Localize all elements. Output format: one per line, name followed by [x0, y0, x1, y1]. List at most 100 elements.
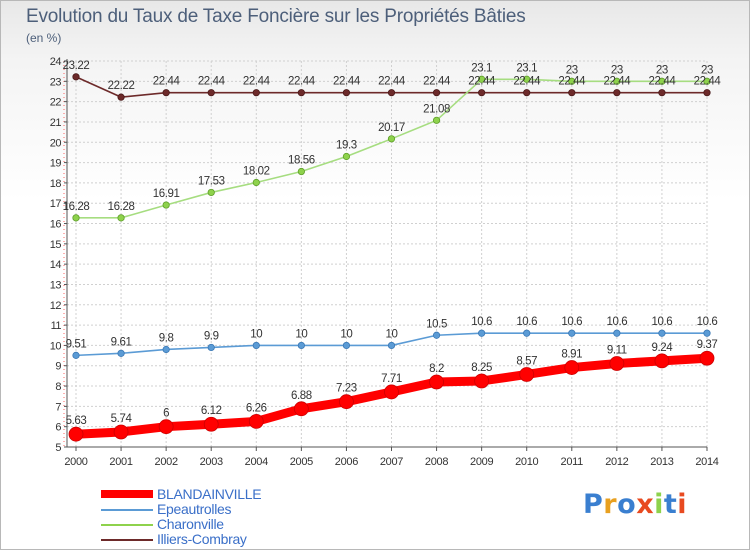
- y-tick-label: 14: [50, 259, 62, 271]
- data-point-illiers-combray: [117, 93, 125, 101]
- data-point-illiers-combray: [432, 89, 441, 97]
- data-point-illiers-combray: [613, 89, 621, 97]
- data-point-epeautrolles: [297, 341, 305, 350]
- data-point-charonville: [568, 77, 576, 85]
- data-point-blandainville: [158, 419, 174, 435]
- data-point-blandainville: [474, 373, 490, 389]
- y-tick-label: 18: [50, 178, 62, 190]
- y-tick-label: 24: [50, 56, 62, 68]
- data-label-blandainville: 8.25: [471, 362, 492, 374]
- data-point-blandainville: [113, 424, 129, 440]
- y-axis-unit: (en %): [26, 31, 62, 45]
- data-point-charonville: [703, 77, 711, 85]
- data-label-illiers-combray: 22.44: [558, 76, 586, 88]
- y-tick-label: 23: [50, 76, 62, 88]
- data-point-epeautrolles: [252, 341, 260, 350]
- x-tick-label: 2003: [200, 456, 223, 468]
- legend-label: Illiers-Combray: [157, 531, 247, 547]
- data-point-charonville: [162, 201, 170, 209]
- x-tick-label: 2011: [561, 456, 584, 468]
- data-label-charonville: 23.1: [516, 62, 537, 74]
- y-tick-label: 8: [55, 381, 61, 393]
- y-tick-label: 11: [51, 320, 62, 332]
- y-tick-label: 7: [55, 401, 61, 413]
- data-label-illiers-combray: 22.44: [649, 76, 677, 88]
- data-label-charonville: 23: [611, 64, 623, 76]
- y-tick-label: 10: [50, 340, 62, 352]
- data-point-epeautrolles: [117, 349, 125, 357]
- legend-item-charonville: Charonville: [101, 516, 301, 532]
- y-tick-label: 21: [50, 117, 62, 129]
- data-point-charonville: [252, 178, 260, 187]
- x-tick-label: 2014: [695, 456, 718, 468]
- data-label-epeautrolles: 9.61: [111, 336, 132, 348]
- data-label-epeautrolles: 10.6: [652, 316, 673, 328]
- data-label-charonville: 23.1: [471, 62, 492, 74]
- x-tick-label: 2001: [109, 456, 132, 468]
- data-point-blandainville: [654, 353, 670, 369]
- y-tick-label: 15: [50, 239, 62, 251]
- data-point-charonville: [342, 152, 351, 161]
- legend-swatch-blandainville: [101, 490, 153, 498]
- data-label-charonville: 21.08: [423, 103, 450, 115]
- legend: BLANDAINVILLE Epeautrolles Charonville I…: [101, 486, 301, 547]
- data-point-charonville: [387, 135, 396, 143]
- data-point-epeautrolles: [387, 341, 396, 350]
- logo-letter: i: [654, 489, 664, 520]
- logo-letter: o: [617, 489, 637, 520]
- x-tick-label: 2002: [155, 456, 178, 468]
- logo-letter: x: [636, 489, 655, 520]
- x-tick-label: 2010: [515, 456, 538, 468]
- data-label-epeautrolles: 9.9: [204, 330, 219, 342]
- data-point-blandainville: [248, 414, 264, 429]
- data-label-blandainville: 7.23: [336, 383, 357, 395]
- legend-label: Epeautrolles: [157, 501, 232, 517]
- data-point-blandainville: [203, 416, 219, 432]
- data-label-illiers-combray: 22.44: [153, 76, 181, 88]
- data-point-illiers-combray: [387, 89, 396, 97]
- logo-letter: P: [583, 489, 604, 520]
- data-point-illiers-combray: [342, 89, 351, 97]
- data-label-illiers-combray: 23.22: [63, 60, 90, 72]
- data-label-blandainville: 8.2: [429, 363, 444, 375]
- data-label-charonville: 20.17: [378, 122, 405, 134]
- data-point-illiers-combray: [478, 89, 486, 97]
- data-point-illiers-combray: [72, 73, 80, 81]
- data-point-charonville: [297, 167, 305, 176]
- data-point-illiers-combray: [252, 89, 260, 97]
- logo-letter: i: [677, 489, 688, 520]
- data-point-epeautrolles: [478, 329, 486, 337]
- data-label-epeautrolles: 9.51: [66, 338, 87, 350]
- data-label-charonville: 18.02: [243, 165, 270, 177]
- data-label-illiers-combray: 22.44: [423, 76, 451, 88]
- data-point-blandainville: [609, 356, 625, 371]
- data-point-epeautrolles: [613, 329, 621, 337]
- data-label-illiers-combray: 22.44: [513, 76, 541, 88]
- data-label-blandainville: 8.91: [561, 349, 582, 361]
- data-label-charonville: 19.3: [336, 139, 357, 151]
- data-label-illiers-combray: 22.44: [198, 76, 226, 88]
- x-tick-label: 2005: [290, 456, 313, 468]
- data-label-charonville: 23: [656, 64, 668, 76]
- data-label-blandainville: 5.74: [111, 413, 133, 425]
- data-point-charonville: [207, 188, 215, 197]
- data-point-charonville: [523, 75, 531, 83]
- data-point-blandainville: [429, 374, 444, 390]
- data-label-epeautrolles: 9.8: [159, 332, 174, 344]
- data-label-blandainville: 6: [163, 408, 169, 420]
- data-label-illiers-combray: 22.44: [378, 76, 406, 88]
- x-tick-label: 2009: [470, 456, 493, 468]
- data-label-illiers-combray: 22.44: [288, 76, 316, 88]
- data-point-charonville: [613, 77, 621, 85]
- legend-item-blandainville: BLANDAINVILLE: [101, 486, 301, 502]
- data-point-illiers-combray: [568, 89, 576, 97]
- data-point-epeautrolles: [523, 329, 531, 337]
- data-label-epeautrolles: 10.6: [697, 316, 718, 328]
- data-point-epeautrolles: [658, 329, 666, 337]
- data-point-blandainville: [384, 384, 399, 400]
- data-label-epeautrolles: 10: [386, 328, 398, 340]
- data-label-blandainville: 6.88: [291, 390, 312, 402]
- data-label-blandainville: 5.63: [66, 415, 87, 427]
